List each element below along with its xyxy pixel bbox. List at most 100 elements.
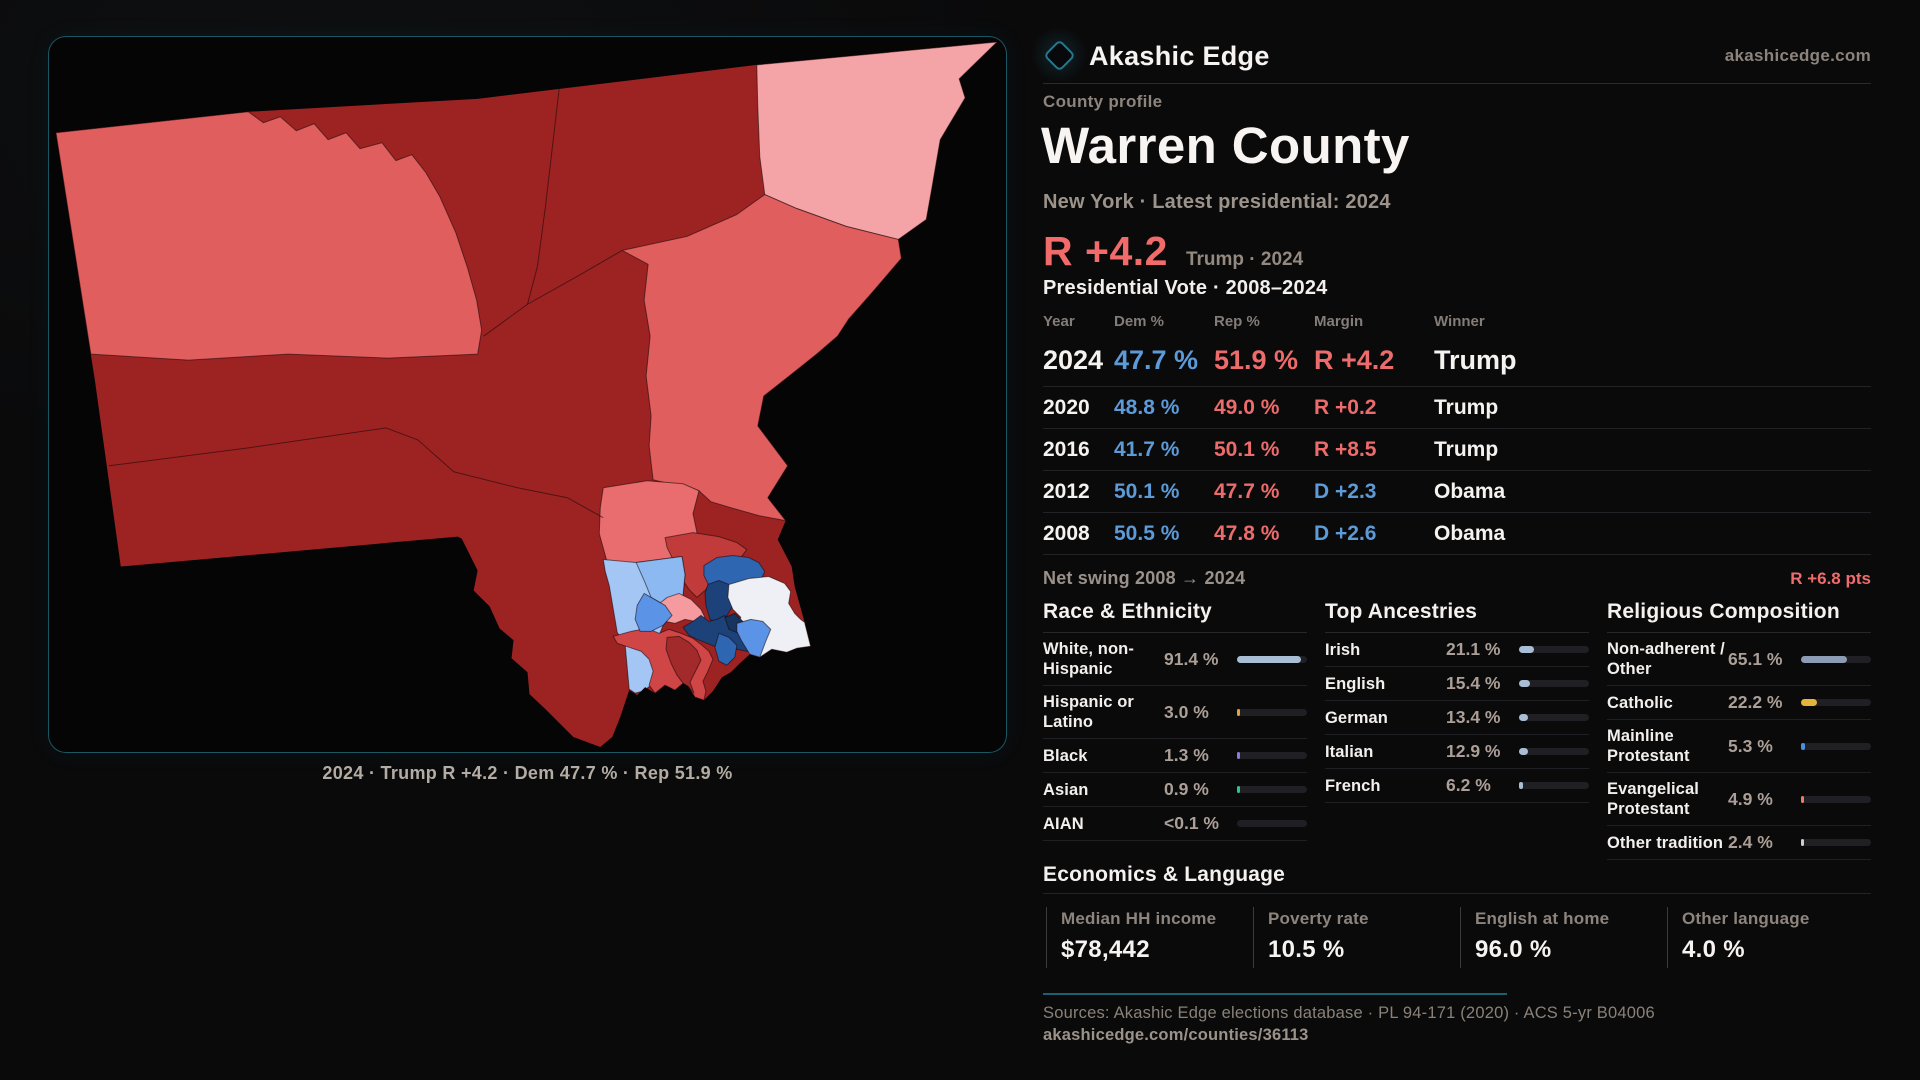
demo-row: AIAN <0.1 % [1043,807,1307,841]
footer-divider [1043,993,1507,995]
site-link[interactable]: akashicedge.com [1724,46,1871,65]
net-swing-value: R +6.8 pts [1790,568,1871,588]
vote-cell-year: 2024 [1043,344,1104,375]
vote-cell-margin: R +4.2 [1314,344,1395,375]
demo-row: Mainline Protestant 5.3 % [1607,720,1871,773]
demo-bar-track [1801,839,1871,846]
vote-cell-winner: Trump [1434,344,1517,375]
town-boundary [527,86,560,305]
precinct-red-bottom-dark [665,635,702,694]
town-boundary [108,427,455,473]
demo-value: 6.2 % [1446,775,1491,795]
demo-label: English [1325,674,1386,693]
demo-bar-track [1519,646,1589,653]
vote-cell-winner: Trump [1434,437,1499,461]
demo-row: German 13.4 % [1325,701,1589,735]
vote-table-header: Year Dem % Rep % Margin Winner [1043,308,1871,334]
demo-bar-fill [1519,748,1528,755]
vote-cell-margin: D +2.6 [1314,521,1377,545]
vote-cell-rep: 47.7 % [1214,479,1280,503]
demo-bar-track [1519,680,1589,687]
vote-cell-rep: 49.0 % [1214,395,1280,419]
vote-cell-margin: R +0.2 [1314,395,1377,419]
stat-value: 10.5 % [1268,936,1345,963]
economics-stat: Other language 4.0 % [1667,907,1874,968]
town-boundary [453,471,604,519]
vote-cell-margin: R +8.5 [1314,437,1377,461]
vote-cell-year: 2008 [1043,521,1090,545]
vote-cell-dem: 47.7 % [1114,344,1199,375]
demo-value: 12.9 % [1446,741,1501,761]
brand-name: Akashic Edge [1089,40,1270,71]
vote-column-header: Winner [1434,312,1485,330]
vote-cell-rep: 51.9 % [1214,344,1299,375]
vote-row-2024: 2024 47.7 % 51.9 % R +4.2 Trump [1043,334,1871,386]
demo-label: Asian [1043,780,1089,799]
precinct-layer [55,41,998,701]
demo-section-title: Top Ancestries [1325,600,1478,623]
demo-value: 91.4 % [1164,648,1219,669]
demo-section: Top Ancestries Irish 21.1 % English 15.4 % Ge… [1325,600,1589,860]
demo-bar-fill [1237,786,1240,793]
demo-label: Italian [1325,742,1374,761]
demo-row: Non-adherent / Other 65.1 % [1607,633,1871,686]
precinct-deep-blue-bits [714,632,738,666]
vote-column-header: Rep % [1214,312,1260,330]
stat-label: Poverty rate [1268,909,1369,928]
demo-bar-fill [1237,752,1240,759]
demo-bar-fill [1519,782,1524,789]
demo-value: 4.9 % [1728,788,1773,809]
vote-cell-dem: 48.8 % [1114,395,1180,419]
demo-section-divider [1043,632,1307,633]
demo-value: 65.1 % [1728,648,1783,669]
vote-row-2012: 2012 50.1 % 47.7 % D +2.3 Obama [1043,470,1871,512]
permalink[interactable]: akashicedge.com/counties/36113 [1043,1026,1309,1044]
vote-column-header: Margin [1314,312,1364,330]
net-swing-row: Net swing 2008 → 2024 R +6.8 pts [1043,568,1871,589]
demo-section: Race & Ethnicity White, non-Hispanic 91.4 … [1043,600,1307,860]
demo-bar-track [1801,742,1871,750]
margin-value: R +4.2 [1043,228,1168,274]
demo-bar-track [1237,708,1307,716]
demo-bar-track [1237,752,1307,759]
demo-row: Italian 12.9 % [1325,735,1589,769]
demo-label: AIAN [1043,814,1084,833]
demo-label: Evangelical Protestant [1607,780,1699,818]
demo-row: Evangelical Protestant 4.9 % [1607,773,1871,826]
vote-cell-winner: Obama [1434,521,1506,545]
demo-value: 21.1 % [1446,639,1501,659]
demo-label: Catholic [1607,693,1673,712]
stat-value: 96.0 % [1475,936,1552,963]
precinct-med-blue-br [736,618,772,658]
subtitle: New York · Latest presidential: 2024 [1043,191,1391,213]
vote-cell-winner: Trump [1434,395,1499,419]
economics-title: Economics & Language [1043,863,1286,886]
demo-value: 1.3 % [1164,745,1209,765]
vote-cell-dem: 50.1 % [1114,479,1180,503]
demo-section-title: Religious Composition [1607,600,1840,623]
demo-label: German [1325,708,1388,727]
demo-value: 22.2 % [1728,692,1783,712]
demo-section-divider [1325,632,1589,633]
page-title: Warren County [1041,117,1410,174]
demo-bar-track [1801,655,1871,663]
town-boundary [483,249,623,337]
economics-stats: Median HH income $78,442 Poverty rate 10.5 … [1046,907,1874,968]
demo-bar-fill [1519,714,1529,721]
demo-row: French 6.2 % [1325,769,1589,803]
vote-cell-dem: 50.5 % [1114,521,1180,545]
demo-label: White, non-Hispanic [1043,640,1134,678]
stat-value: 4.0 % [1682,936,1745,963]
demo-bar-track [1519,748,1589,755]
demo-section-title: Race & Ethnicity [1043,600,1212,623]
vote-table-title: Presidential Vote · 2008–2024 [1043,277,1328,299]
precinct-med-blue [634,592,673,632]
vote-cell-dem: 41.7 % [1114,437,1180,461]
demo-bar-track [1801,795,1871,803]
margin-note: Trump · 2024 [1185,249,1304,270]
demo-row: Other tradition 2.4 % [1607,826,1871,860]
vote-row-2016: 2016 41.7 % 50.1 % R +8.5 Trump [1043,428,1871,470]
demo-bar-fill [1519,646,1534,653]
demo-label: Non-adherent / Other [1607,640,1725,678]
vote-cell-year: 2020 [1043,395,1090,419]
